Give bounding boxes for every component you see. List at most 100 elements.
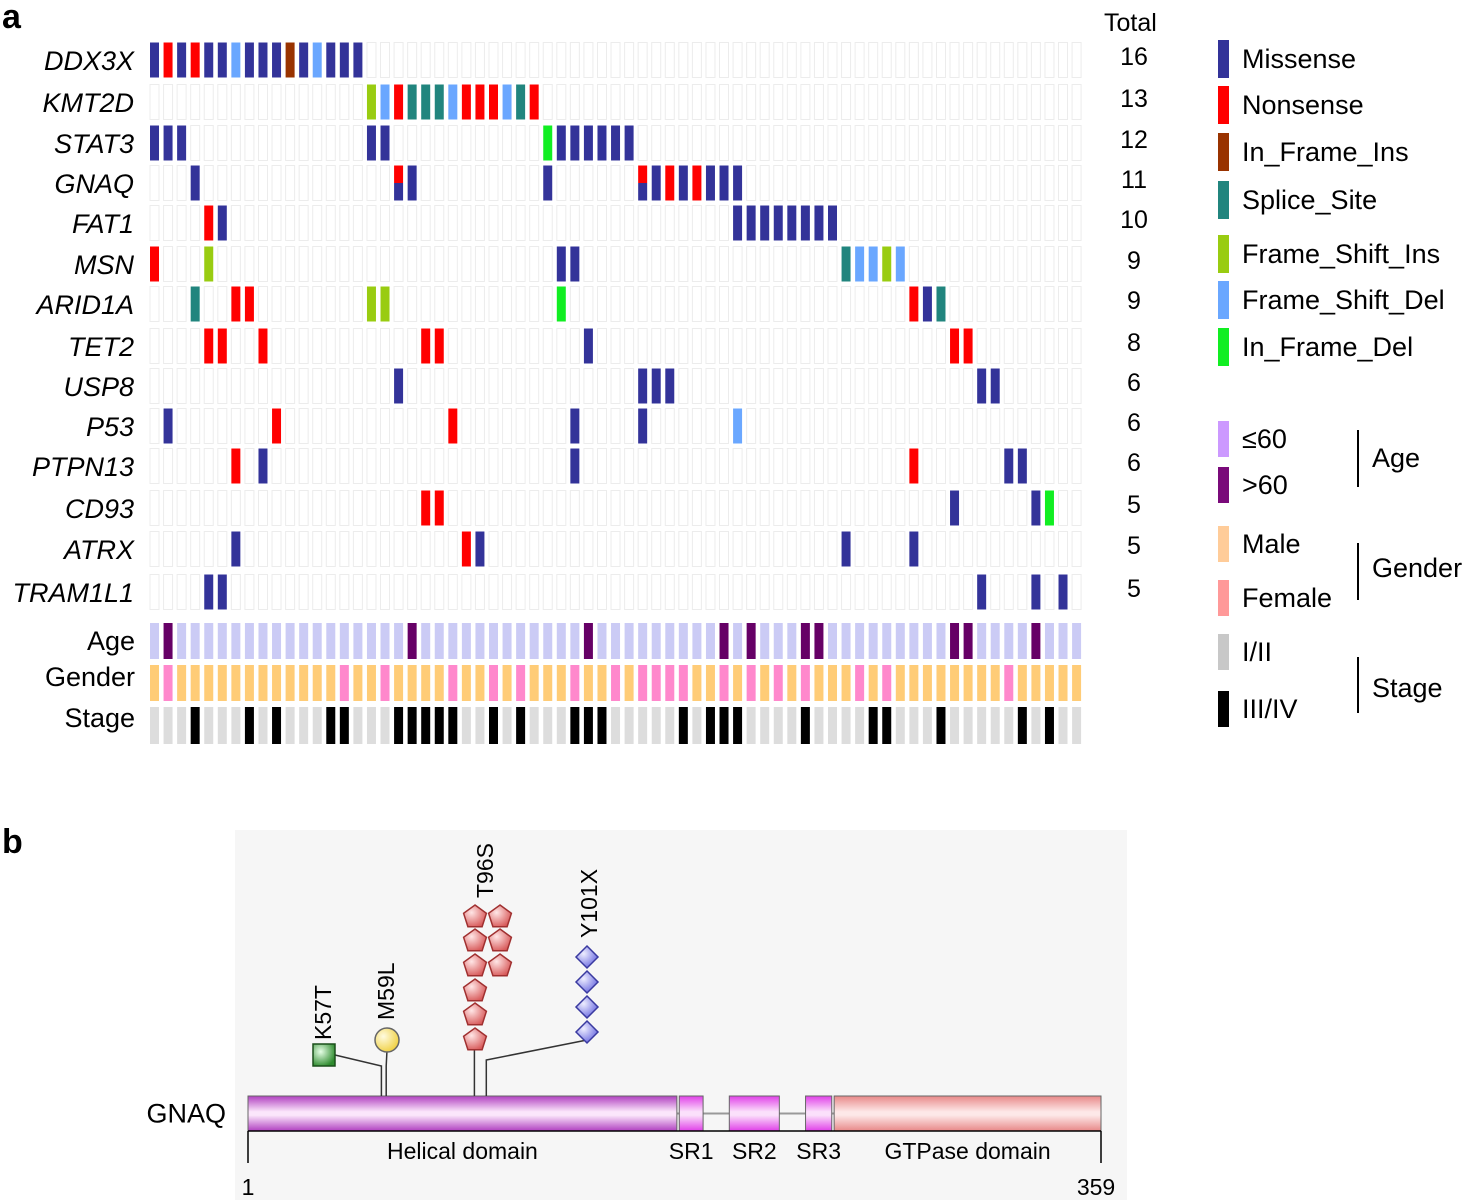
empty-cell (312, 408, 323, 444)
empty-cell (664, 246, 675, 282)
legend-label: Nonsense (1242, 90, 1364, 120)
mutation-cell (733, 205, 743, 241)
mutation-cell (204, 205, 214, 241)
legend-group-title: Age (1372, 443, 1420, 473)
empty-cell (434, 286, 445, 322)
empty-cell (664, 125, 675, 161)
empty-cell (203, 448, 214, 484)
empty-cell (881, 42, 892, 78)
clinical-cell (678, 707, 688, 744)
empty-cell (312, 490, 323, 526)
empty-cell (963, 125, 974, 161)
empty-cell (746, 286, 757, 322)
empty-cell (407, 125, 418, 161)
mutation-cell (421, 84, 431, 120)
clinical-row-stage: Stage (64, 703, 1082, 744)
empty-cell (380, 490, 391, 526)
empty-cell (773, 84, 784, 120)
empty-cell (1003, 368, 1014, 404)
empty-cell (1030, 408, 1041, 444)
empty-cell (529, 205, 540, 241)
empty-cell (868, 531, 879, 567)
empty-cell (285, 531, 296, 567)
empty-cell (624, 574, 635, 610)
empty-cell (366, 368, 377, 404)
empty-cell (637, 246, 648, 282)
mutation-cell (380, 125, 390, 161)
empty-cell (515, 368, 526, 404)
empty-cell (1003, 165, 1014, 201)
panel-a-label: a (2, 0, 22, 36)
empty-cell (257, 574, 268, 610)
empty-cell (176, 84, 187, 120)
empty-cell (1017, 328, 1028, 364)
empty-cell (529, 286, 540, 322)
empty-cell (176, 368, 187, 404)
clinical-cell (380, 623, 390, 659)
empty-cell (529, 448, 540, 484)
empty-cell (664, 531, 675, 567)
empty-cell (474, 574, 485, 610)
empty-cell (813, 574, 824, 610)
clinical-cell (516, 707, 526, 744)
clinical-cell (950, 623, 960, 659)
empty-cell (257, 490, 268, 526)
empty-cell (488, 328, 499, 364)
mutation-cell (841, 531, 851, 567)
empty-cell (719, 84, 730, 120)
mutation-cell (150, 125, 159, 161)
clinical-cell (529, 665, 539, 701)
empty-cell (407, 42, 418, 78)
empty-cell (339, 408, 350, 444)
clinical-cell (502, 665, 512, 701)
empty-cell (556, 165, 567, 201)
empty-cell (285, 408, 296, 444)
empty-cell (230, 84, 241, 120)
empty-cell (393, 448, 404, 484)
mutation-cell (231, 286, 241, 322)
clinical-cell (936, 623, 946, 659)
clinical-cell (665, 623, 675, 659)
empty-cell (1044, 448, 1055, 484)
mutation-cell (556, 125, 566, 161)
empty-cell (691, 125, 702, 161)
empty-cell (257, 408, 268, 444)
empty-cell (1058, 368, 1069, 404)
empty-cell (719, 531, 730, 567)
empty-cell (447, 490, 458, 526)
clinical-label: Gender (45, 662, 135, 692)
empty-cell (746, 368, 757, 404)
mutation-cell (651, 368, 661, 404)
empty-cell (556, 42, 567, 78)
clinical-cell (1017, 707, 1027, 744)
empty-cell (908, 42, 919, 78)
empty-cell (719, 574, 730, 610)
mutation-cell (1017, 448, 1027, 484)
empty-cell (1003, 531, 1014, 567)
lollipop-stem (473, 1049, 476, 1096)
empty-cell (352, 408, 363, 444)
empty-cell (488, 205, 499, 241)
empty-cell (542, 205, 553, 241)
empty-cell (691, 328, 702, 364)
empty-cell (271, 368, 282, 404)
empty-cell (556, 328, 567, 364)
legend-swatch (1218, 328, 1229, 366)
mutation-cell (638, 368, 648, 404)
empty-cell (705, 531, 716, 567)
empty-cell (732, 125, 743, 161)
empty-cell (583, 574, 594, 610)
empty-cell (963, 408, 974, 444)
protein-domain (247, 1095, 678, 1132)
empty-cell (352, 448, 363, 484)
empty-cell (420, 408, 431, 444)
clinical-cell (353, 665, 363, 701)
empty-cell (393, 408, 404, 444)
empty-cell (420, 286, 431, 322)
empty-cell (583, 286, 594, 322)
empty-cell (800, 125, 811, 161)
empty-cell (583, 246, 594, 282)
empty-cell (881, 408, 892, 444)
empty-cell (515, 328, 526, 364)
empty-cell (596, 205, 607, 241)
